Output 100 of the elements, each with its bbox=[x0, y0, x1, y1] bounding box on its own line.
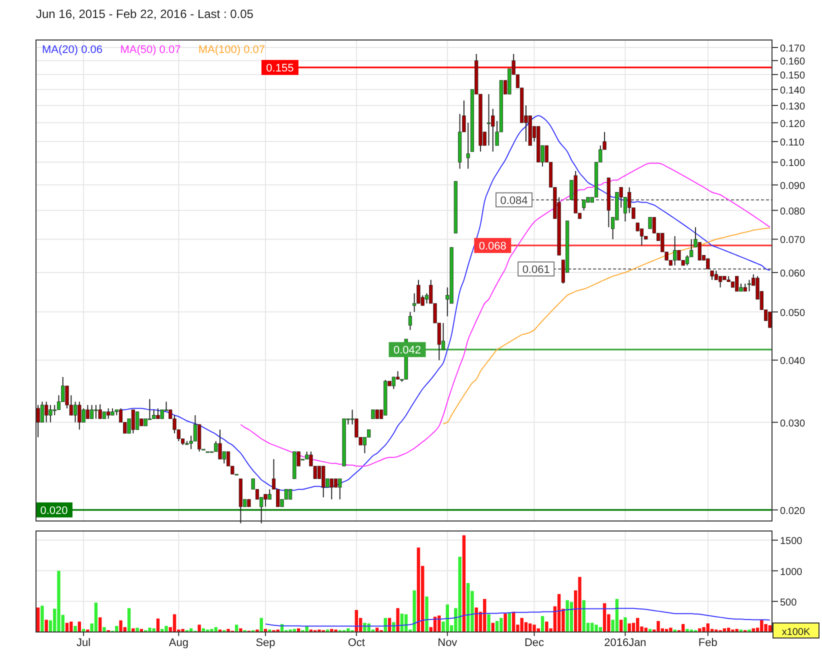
candlestick bbox=[288, 488, 292, 500]
bar bbox=[578, 576, 582, 632]
bar bbox=[94, 602, 98, 632]
line-series bbox=[442, 228, 770, 424]
candlestick bbox=[768, 311, 772, 328]
bar bbox=[566, 600, 569, 632]
candlestick bbox=[152, 409, 156, 420]
bar bbox=[260, 618, 263, 632]
bar bbox=[764, 624, 768, 632]
bar bbox=[392, 622, 396, 632]
bar bbox=[425, 596, 428, 632]
candlestick bbox=[735, 276, 739, 292]
candlestick bbox=[98, 404, 102, 420]
line-series bbox=[264, 608, 770, 627]
candlestick bbox=[44, 401, 48, 423]
x-tick-label: Sep bbox=[256, 637, 276, 649]
bar bbox=[305, 626, 308, 632]
bar bbox=[198, 624, 201, 632]
bar bbox=[156, 618, 160, 632]
ref-line-label: 0.042 bbox=[394, 344, 422, 357]
bar bbox=[57, 570, 60, 632]
candlestick bbox=[747, 279, 752, 292]
bar bbox=[545, 622, 548, 632]
bar bbox=[164, 626, 168, 632]
y-tick-label: 0.030 bbox=[780, 418, 806, 430]
candlestick bbox=[371, 409, 375, 420]
bar bbox=[500, 618, 503, 632]
candlestick bbox=[131, 409, 135, 434]
x-tick-label: Oct bbox=[348, 637, 366, 649]
bar bbox=[702, 627, 706, 632]
bar bbox=[78, 622, 82, 632]
bar bbox=[669, 628, 672, 632]
y-tick-label: 500 bbox=[780, 597, 798, 608]
bar bbox=[602, 603, 606, 632]
bar bbox=[172, 614, 176, 632]
candlestick bbox=[78, 401, 82, 430]
candlestick bbox=[375, 409, 379, 420]
x-tick-label: Dec bbox=[524, 637, 545, 649]
y-tick-label: 0.130 bbox=[780, 101, 806, 112]
line-series bbox=[120, 115, 770, 491]
ref-line-label: 0.084 bbox=[500, 194, 528, 207]
candlestick bbox=[441, 322, 446, 350]
bar bbox=[44, 620, 48, 632]
bar bbox=[532, 624, 536, 632]
candlestick bbox=[408, 311, 412, 330]
candlestick bbox=[268, 488, 272, 500]
bar bbox=[582, 600, 586, 632]
y-tick-label: 0.020 bbox=[780, 506, 806, 517]
y-tick-label: 0.150 bbox=[780, 70, 806, 82]
candlestick bbox=[106, 408, 110, 420]
bar bbox=[127, 608, 131, 632]
bar bbox=[396, 608, 400, 632]
ref-line-label: 0.068 bbox=[478, 240, 506, 252]
candlestick bbox=[710, 270, 714, 280]
candlestick bbox=[264, 494, 268, 508]
candlestick bbox=[322, 466, 326, 498]
bar bbox=[462, 535, 466, 632]
y-tick-label: 1500 bbox=[780, 536, 803, 548]
y-tick-label: 0.160 bbox=[780, 56, 806, 68]
bar bbox=[181, 628, 184, 632]
y-tick-label: 0.040 bbox=[780, 356, 806, 368]
bar bbox=[557, 594, 561, 632]
candlestick bbox=[218, 429, 222, 460]
y-tick-label: 0.110 bbox=[780, 138, 805, 149]
bar bbox=[210, 628, 214, 632]
y-tick-label: 0.140 bbox=[780, 85, 806, 96]
bar bbox=[136, 628, 139, 632]
bar bbox=[119, 620, 122, 632]
candlestick bbox=[86, 404, 90, 420]
candlestick bbox=[338, 478, 342, 500]
bar bbox=[74, 626, 77, 632]
x-tick-label: 2016Jan bbox=[604, 637, 646, 649]
y-tick-label: 0.050 bbox=[780, 308, 806, 319]
y-tick-label: 0.080 bbox=[780, 206, 806, 218]
bar bbox=[466, 583, 470, 632]
bar bbox=[226, 628, 230, 632]
line-series bbox=[240, 162, 770, 467]
bar bbox=[624, 617, 627, 632]
ref-line-label: 0.155 bbox=[266, 62, 294, 74]
bar bbox=[594, 624, 598, 632]
chart-title: Jun 16, 2015 - Feb 22, 2016 - Last : 0.05 bbox=[36, 7, 254, 21]
y-tick-label: 0.090 bbox=[780, 180, 806, 192]
candlestick bbox=[156, 408, 160, 420]
bar bbox=[686, 628, 689, 632]
candlestick bbox=[48, 404, 52, 423]
candlestick bbox=[392, 376, 396, 390]
y-axis-title: x100K bbox=[782, 627, 811, 638]
bar bbox=[102, 627, 106, 632]
y-tick-label: 0.100 bbox=[780, 158, 806, 170]
candlestick bbox=[52, 404, 56, 416]
candlestick bbox=[486, 94, 491, 146]
bar bbox=[148, 628, 152, 632]
bar bbox=[412, 590, 416, 632]
y-tick-label: 0.070 bbox=[780, 235, 806, 246]
x-tick-label: Nov bbox=[438, 637, 458, 649]
candlestick bbox=[36, 404, 40, 438]
bar bbox=[656, 620, 660, 632]
candlestick bbox=[706, 258, 710, 270]
x-tick-label: Feb bbox=[698, 637, 718, 649]
ref-line-label: 0.061 bbox=[522, 264, 550, 276]
